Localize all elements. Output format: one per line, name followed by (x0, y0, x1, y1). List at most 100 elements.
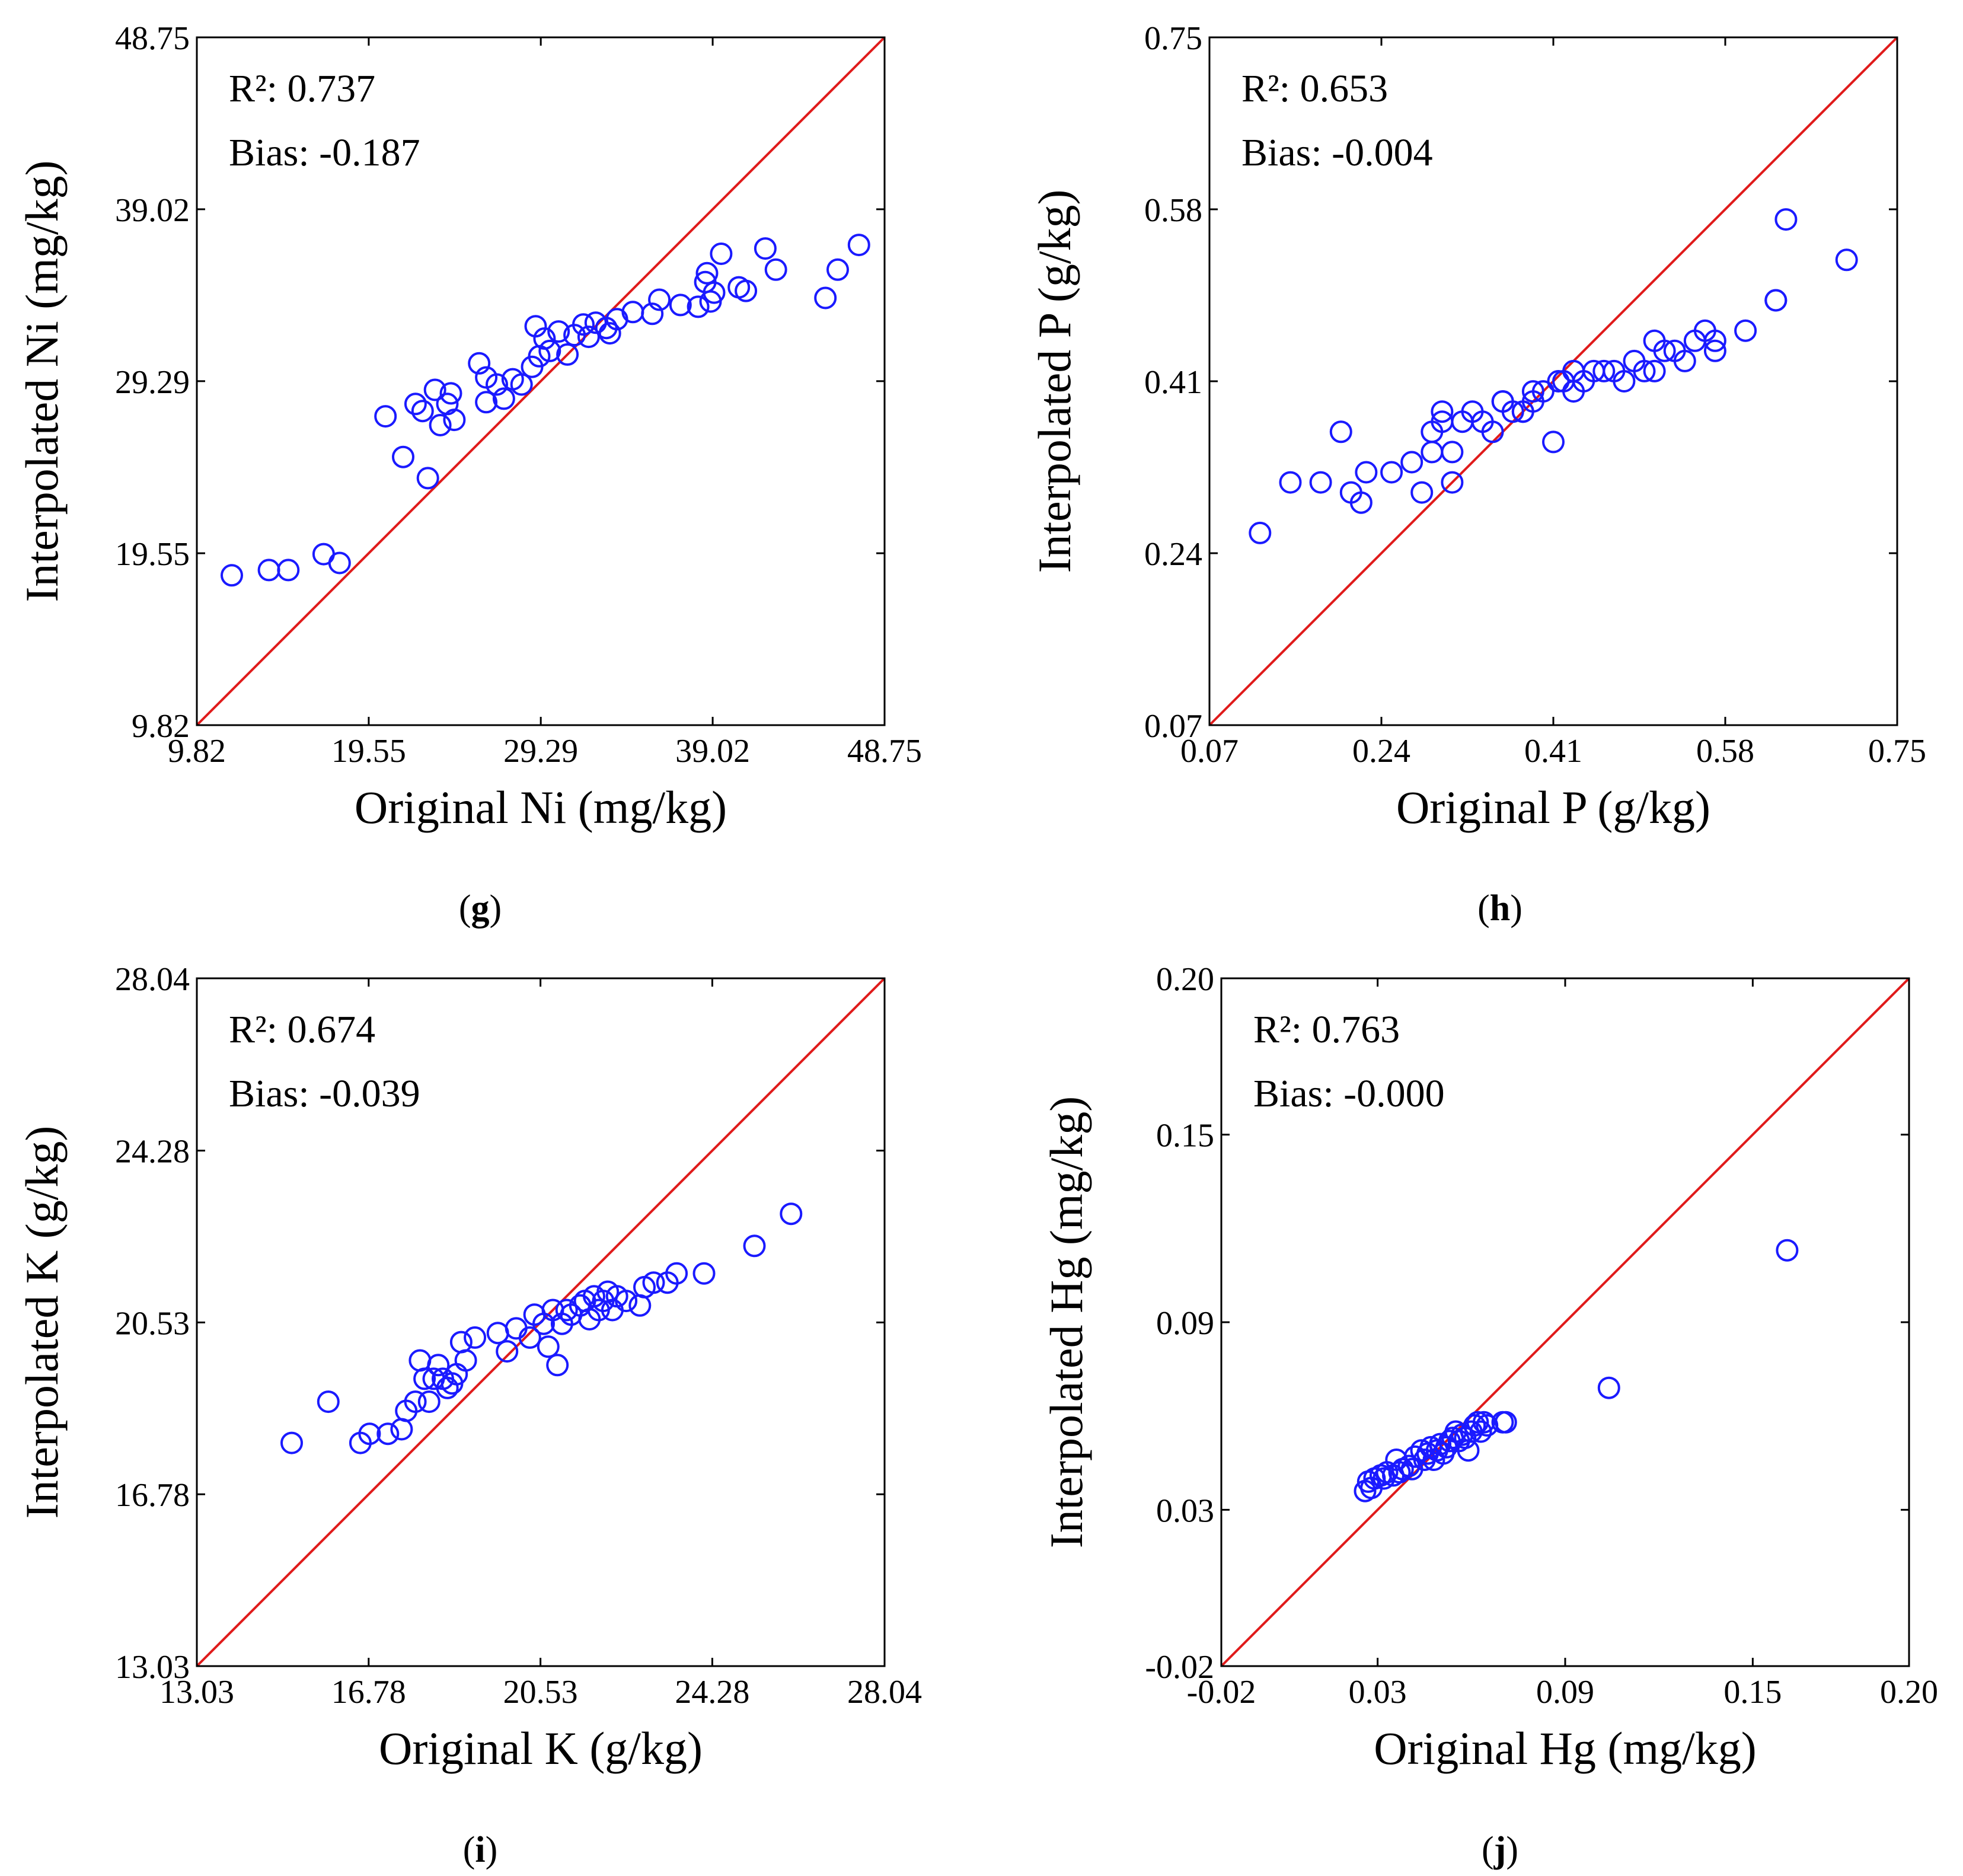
x-axis-label: Original Hg (mg/kg) (1374, 1722, 1757, 1774)
data-point (443, 409, 466, 432)
x-tick-label: 0.75 (1868, 733, 1926, 770)
data-point (764, 258, 787, 281)
y-tick-label: 39.02 (115, 192, 190, 229)
data-point (317, 1390, 340, 1414)
data-point (404, 393, 427, 416)
y-axis-label: Interpolated Hg (mg/kg) (1040, 1096, 1092, 1548)
panel-label-letter: g (471, 888, 490, 929)
reference-line-1to1 (1220, 977, 1910, 1667)
r2-annotation: R²: 0.653 (1241, 67, 1388, 110)
data-point (1653, 339, 1676, 362)
data-point (555, 1298, 578, 1322)
data-point (735, 279, 758, 302)
data-point (1776, 1239, 1799, 1262)
data-point (598, 322, 621, 345)
y-tick-label: 19.55 (115, 536, 190, 573)
data-point (546, 1354, 569, 1377)
data-point (376, 1422, 400, 1446)
y-tick-label: 13.03 (115, 1649, 190, 1686)
data-point (1531, 380, 1555, 403)
reference-line-1to1 (196, 36, 886, 726)
data-point (710, 243, 733, 265)
data-point (392, 445, 414, 468)
data-point (584, 311, 607, 334)
x-tick-label: 28.04 (847, 1674, 922, 1711)
data-point (277, 559, 300, 582)
data-point (1547, 370, 1570, 393)
data-point (449, 1331, 473, 1354)
y-tick-label: 0.15 (1156, 1118, 1214, 1154)
x-tick-label: 0.07 (1180, 733, 1239, 770)
data-point (687, 295, 710, 318)
data-point (1441, 471, 1464, 494)
panel-label-letter: j (1493, 1830, 1506, 1870)
data-point (1633, 359, 1656, 382)
data-point (413, 1367, 436, 1390)
data-point (577, 326, 600, 349)
x-tick-label: 0.41 (1524, 733, 1582, 770)
data-point (486, 1322, 509, 1345)
data-point (1349, 491, 1372, 514)
x-tick-label: 19.55 (331, 733, 406, 770)
panel-label-letter: i (475, 1830, 485, 1870)
data-point (221, 564, 243, 587)
data-point (1592, 359, 1616, 382)
data-point (1380, 461, 1403, 484)
data-point (621, 301, 644, 324)
y-tick-label: 0.24 (1144, 536, 1202, 573)
data-point (468, 352, 491, 375)
x-tick-label: 16.78 (331, 1674, 406, 1711)
y-tick-label: 0.03 (1156, 1492, 1214, 1529)
panel-label: (g) (459, 888, 502, 929)
x-tick-label: 29.29 (503, 733, 578, 770)
data-point (754, 237, 777, 260)
data-point (1400, 451, 1423, 474)
y-axis-label: Interpolated P (g/kg) (1029, 190, 1080, 573)
y-tick-label: 28.04 (115, 961, 190, 998)
y-tick-label: 24.28 (115, 1134, 190, 1170)
data-point (703, 281, 726, 304)
data-point (486, 373, 508, 396)
data-point (1463, 1414, 1486, 1437)
bias-annotation: Bias: -0.187 (229, 131, 420, 174)
r2-annotation: R²: 0.737 (229, 67, 375, 110)
panel-label: (h) (1477, 888, 1522, 929)
data-point (408, 1349, 432, 1372)
y-tick-label: 0.75 (1144, 20, 1202, 57)
y-tick-label: 29.29 (115, 364, 190, 401)
data-point (1521, 380, 1544, 403)
data-point (390, 1418, 413, 1441)
data-point (496, 1340, 519, 1363)
x-tick-label: 0.03 (1349, 1674, 1407, 1711)
data-point (1469, 1420, 1492, 1443)
x-tick-label: -0.02 (1187, 1674, 1256, 1711)
data-point (1466, 1411, 1489, 1434)
y-tick-label: -0.02 (1145, 1649, 1214, 1686)
x-tick-label: 0.15 (1723, 1674, 1782, 1711)
data-point (505, 1317, 528, 1340)
y-tick-label: 48.75 (115, 20, 190, 57)
data-point (417, 1390, 441, 1414)
scatter-panel-g: 9.829.82 19.55 19.55 29.29 29.29 39.02 39.02 48… (16, 20, 922, 929)
x-tick-label: 13.03 (159, 1674, 234, 1711)
data-point (814, 286, 837, 310)
data-point (1355, 461, 1378, 484)
data-point (518, 1326, 541, 1349)
data-point (1703, 339, 1726, 362)
data-point (411, 400, 434, 423)
panel-label: (i) (463, 1830, 498, 1870)
data-point (475, 391, 498, 414)
bias-annotation: Bias: -0.004 (1241, 131, 1433, 174)
y-tick-label: 20.53 (115, 1305, 190, 1342)
bias-annotation: Bias: -0.039 (229, 1072, 420, 1115)
data-point (1421, 441, 1444, 464)
y-tick-label: 0.58 (1144, 192, 1202, 229)
data-point (1249, 521, 1272, 544)
scatter-panel-j: -0.02-0.02 0.03 0.03 0.09 0.09 0.15 0.15 0.20 0.… (1040, 961, 1938, 1870)
data-point (1501, 400, 1524, 423)
data-point (1481, 420, 1504, 444)
x-tick-label: 0.24 (1352, 733, 1410, 770)
data-point (464, 1326, 487, 1349)
